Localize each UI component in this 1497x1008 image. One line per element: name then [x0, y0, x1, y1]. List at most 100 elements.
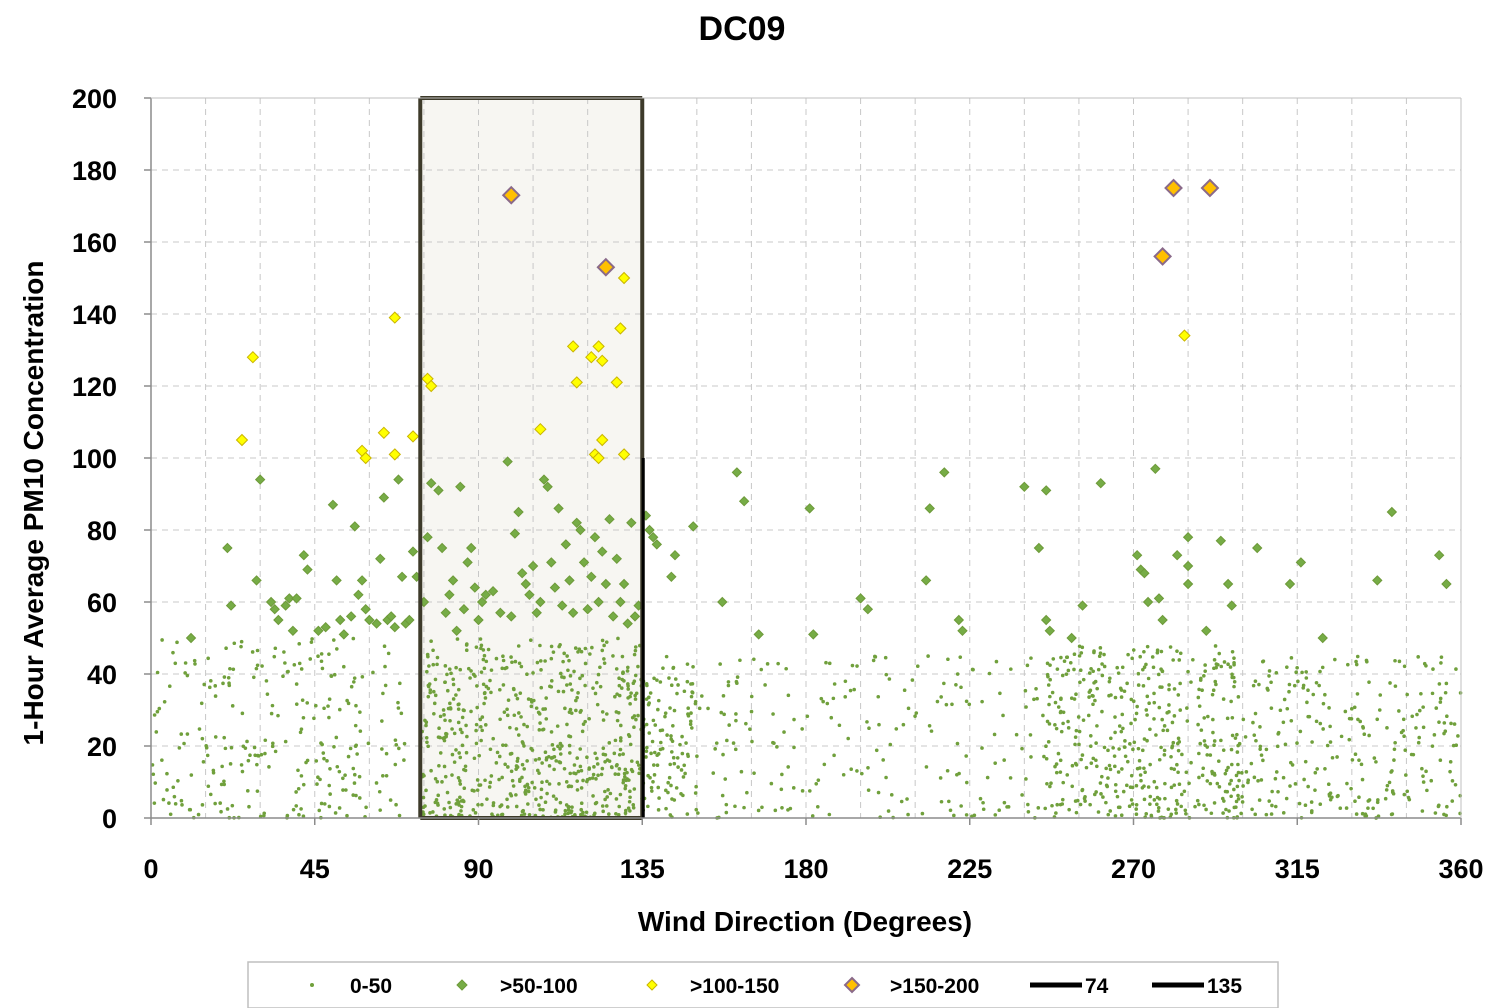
marker-0-50	[319, 801, 324, 806]
marker-0-50	[1053, 764, 1057, 769]
marker-0-50	[947, 799, 951, 804]
marker-0-50	[1318, 721, 1323, 726]
marker-0-50	[255, 762, 259, 767]
marker-0-50	[183, 671, 187, 675]
marker-0-50	[222, 675, 227, 679]
marker-0-50	[667, 775, 672, 780]
marker-0-50	[500, 666, 505, 671]
marker-0-50	[552, 755, 557, 759]
marker-50-100	[567, 607, 579, 619]
marker-0-50	[427, 682, 432, 686]
marker-50-100	[1284, 578, 1296, 590]
marker-0-50	[488, 678, 492, 683]
marker-0-50	[1096, 667, 1101, 672]
marker-0-50	[213, 801, 217, 806]
marker-0-50	[539, 795, 543, 800]
marker-0-50	[448, 719, 452, 723]
marker-0-50	[1146, 785, 1151, 789]
marker-0-50	[380, 774, 385, 778]
marker-0-50	[1172, 783, 1177, 787]
marker-0-50	[352, 781, 357, 785]
marker-0-50	[265, 692, 270, 696]
marker-0-50	[1283, 742, 1288, 747]
marker-0-50	[537, 757, 542, 761]
marker-0-50	[1203, 669, 1207, 673]
marker-0-50	[1230, 672, 1234, 677]
marker-0-50	[668, 762, 673, 767]
marker-50-100	[375, 553, 386, 565]
marker-0-50	[1168, 645, 1173, 649]
marker-0-50	[152, 713, 157, 717]
marker-0-50	[1143, 770, 1147, 774]
marker-50-100	[589, 531, 601, 543]
marker-0-50	[686, 706, 691, 711]
marker-0-50	[1162, 724, 1167, 728]
marker-0-50	[428, 688, 433, 692]
marker-0-50	[398, 681, 402, 686]
marker-0-50	[615, 718, 620, 723]
marker-0-50	[551, 650, 556, 654]
marker-0-50	[180, 803, 184, 807]
marker-0-50	[735, 681, 739, 685]
marker-0-50	[626, 687, 631, 691]
marker-0-50	[1327, 706, 1331, 710]
marker-0-50	[1269, 812, 1274, 816]
marker-0-50	[1212, 743, 1216, 748]
marker-50-100	[553, 503, 564, 514]
marker-0-50	[1328, 724, 1332, 729]
marker-0-50	[760, 805, 764, 810]
marker-0-50	[1142, 650, 1146, 654]
marker-0-50	[1148, 802, 1152, 806]
marker-0-50	[510, 660, 514, 665]
marker-0-50	[569, 809, 574, 813]
marker-0-50	[765, 662, 770, 666]
marker-0-50	[206, 656, 210, 661]
marker-0-50	[270, 703, 275, 708]
marker-0-50	[849, 767, 854, 772]
marker-50-100	[451, 625, 462, 637]
marker-0-50	[1215, 781, 1220, 786]
marker-0-50	[1433, 811, 1438, 815]
marker-0-50	[1364, 658, 1369, 663]
marker-0-50	[1197, 751, 1201, 756]
marker-0-50	[384, 751, 389, 756]
marker-0-50	[351, 793, 356, 797]
marker-0-50	[1094, 741, 1098, 745]
marker-0-50	[1130, 656, 1134, 661]
marker-0-50	[652, 773, 657, 777]
marker-0-50	[1227, 782, 1232, 786]
marker-50-100	[1157, 614, 1168, 626]
marker-0-50	[468, 676, 472, 680]
marker-0-50	[1232, 684, 1236, 689]
marker-0-50	[1131, 747, 1135, 752]
marker-0-50	[1292, 683, 1297, 688]
marker-0-50	[1213, 679, 1218, 684]
marker-0-50	[656, 785, 661, 790]
marker-0-50	[1121, 726, 1125, 731]
marker-0-50	[1054, 770, 1059, 775]
marker-0-50	[674, 786, 679, 790]
marker-0-50	[650, 789, 654, 793]
marker-50-100	[473, 614, 484, 626]
marker-0-50	[441, 708, 446, 712]
marker-0-50	[1367, 733, 1371, 738]
marker-0-50	[1140, 748, 1145, 753]
marker-0-50	[1450, 779, 1455, 783]
marker-0-50	[1378, 693, 1383, 697]
marker-0-50	[671, 724, 675, 728]
marker-0-50	[501, 683, 506, 687]
x-tick-label: 135	[620, 854, 665, 884]
marker-0-50	[664, 654, 669, 659]
marker-0-50	[514, 764, 519, 768]
marker-0-50	[509, 655, 513, 659]
marker-0-50	[1160, 685, 1164, 689]
marker-0-50	[605, 712, 609, 716]
marker-0-50	[445, 688, 450, 693]
marker-0-50	[305, 701, 310, 705]
marker-0-50	[1005, 805, 1009, 809]
marker-0-50	[676, 683, 680, 687]
marker-0-50	[759, 667, 764, 672]
marker-0-50	[1252, 733, 1257, 737]
marker-0-50	[345, 698, 349, 703]
marker-0-50	[1232, 662, 1236, 667]
